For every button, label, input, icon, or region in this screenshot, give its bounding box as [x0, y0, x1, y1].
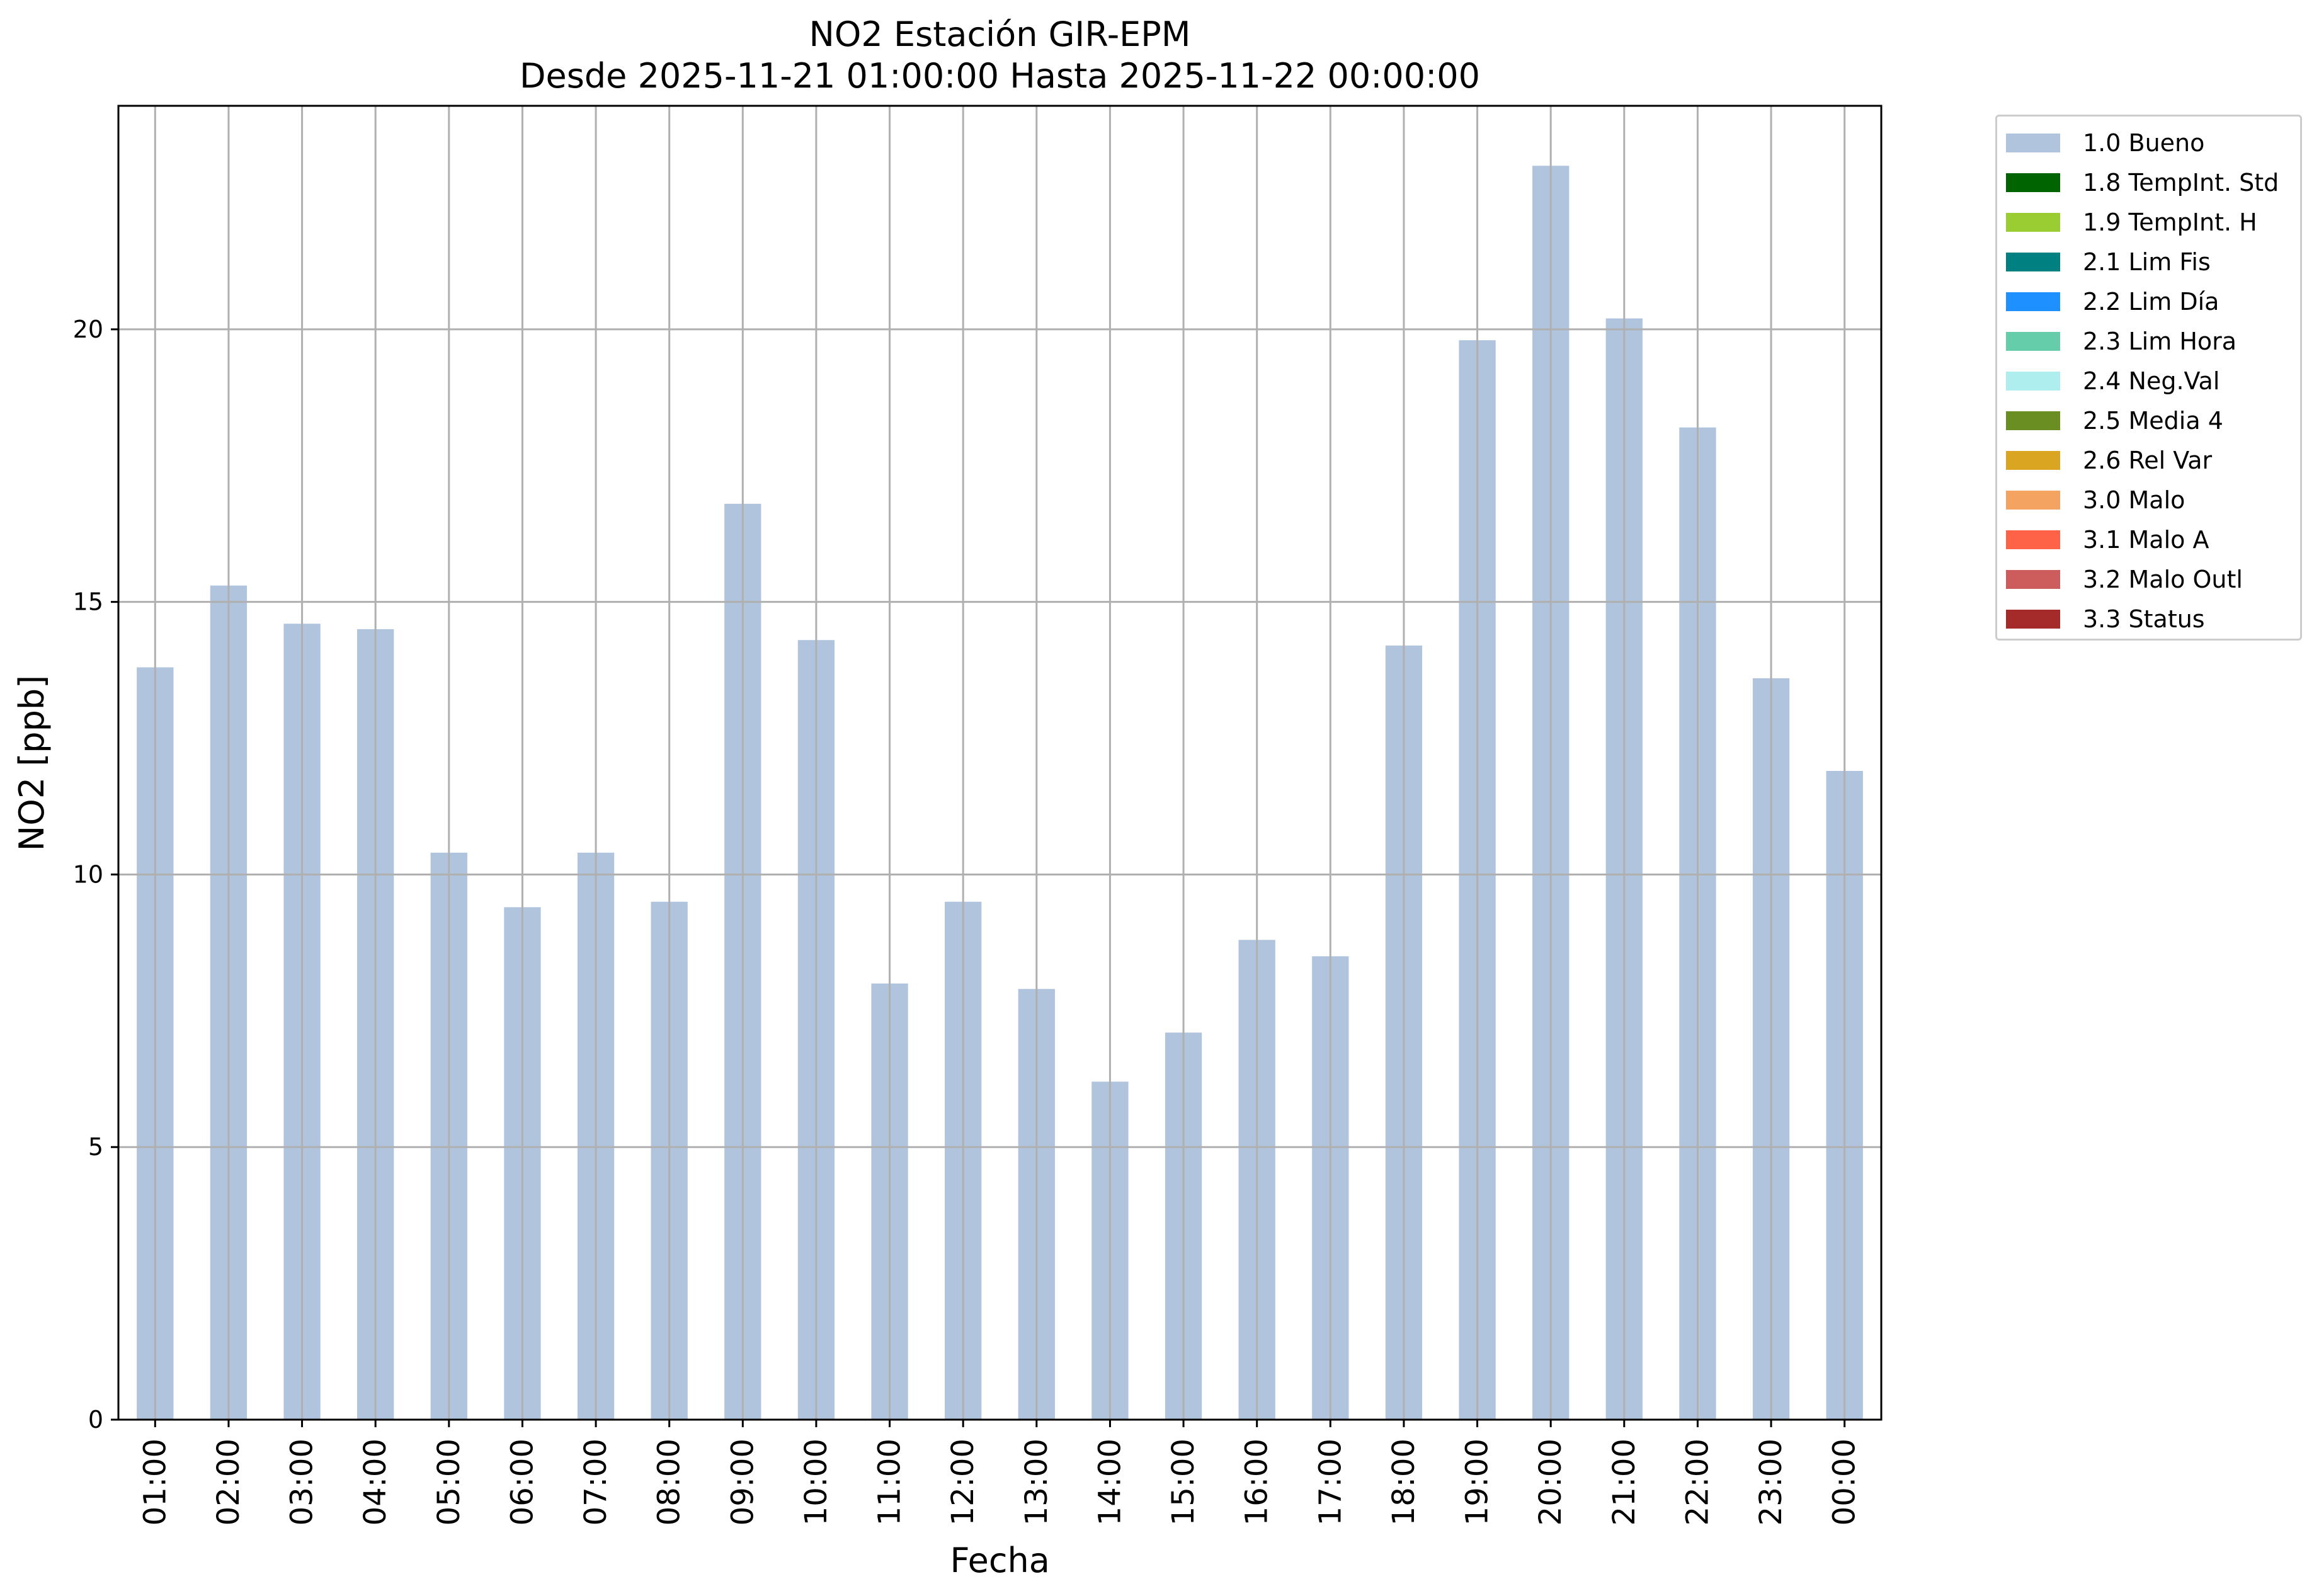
legend-swatch: [2006, 570, 2060, 589]
x-tick-label: 04:00: [358, 1439, 393, 1525]
x-tick-label: 00:00: [1827, 1439, 1862, 1525]
x-tick-label: 12:00: [945, 1439, 981, 1525]
legend-label: 3.2 Malo Outl: [2083, 566, 2243, 593]
chart-subtitle: Desde 2025-11-21 01:00:00 Hasta 2025-11-…: [519, 56, 1481, 96]
x-tick-label: 11:00: [872, 1439, 908, 1525]
legend-label: 2.3 Lim Hora: [2083, 328, 2237, 355]
x-tick-label: 05:00: [431, 1439, 467, 1525]
legend-swatch: [2006, 173, 2060, 192]
x-tick-label: 20:00: [1533, 1439, 1568, 1525]
legend-label: 2.6 Rel Var: [2083, 447, 2213, 474]
legend-label: 1.9 TempInt. H: [2083, 208, 2257, 236]
y-tick-label: 0: [88, 1406, 103, 1434]
legend-label: 2.5 Media 4: [2083, 407, 2223, 435]
legend-label: 3.0 Malo: [2083, 486, 2185, 514]
x-tick-label: 13:00: [1019, 1439, 1054, 1525]
legend-label: 2.1 Lim Fis: [2083, 248, 2211, 276]
x-tick-label: 17:00: [1313, 1439, 1348, 1525]
legend-swatch: [2006, 530, 2060, 549]
legend-label: 3.1 Malo A: [2083, 526, 2209, 554]
legend-swatch: [2006, 134, 2060, 152]
legend-item: 3.0 Malo: [2006, 481, 2185, 519]
x-tick-label: 14:00: [1092, 1439, 1127, 1525]
x-tick-label: 06:00: [504, 1439, 540, 1525]
chart-title: NO2 Estación GIR-EPM: [809, 14, 1191, 54]
legend-item: 1.0 Bueno: [2006, 124, 2204, 162]
x-tick-label: 22:00: [1680, 1439, 1715, 1525]
legend-item: 1.8 TempInt. Std: [2006, 164, 2279, 202]
legend-item: 2.2 Lim Día: [2006, 283, 2219, 321]
legend-label: 3.3 Status: [2083, 605, 2205, 633]
legend-label: 2.2 Lim Día: [2083, 288, 2219, 316]
legend-item: 1.9 TempInt. H: [2006, 203, 2257, 241]
x-tick-label: 08:00: [652, 1439, 687, 1525]
x-tick-label: 01:00: [137, 1439, 173, 1525]
x-tick-label: 18:00: [1386, 1439, 1422, 1525]
x-axis-label: Fecha: [950, 1541, 1050, 1580]
legend-swatch: [2006, 372, 2060, 390]
x-tick-label: 16:00: [1239, 1439, 1275, 1525]
x-tick-label: 07:00: [578, 1439, 613, 1525]
legend-label: 1.8 TempInt. Std: [2083, 169, 2279, 197]
legend-swatch: [2006, 253, 2060, 271]
y-tick-label: 5: [88, 1133, 103, 1161]
legend-item: 3.1 Malo A: [2006, 521, 2209, 559]
x-tick-label: 02:00: [211, 1439, 246, 1525]
y-axis-label: NO2 [ppb]: [11, 675, 52, 851]
legend-item: 2.5 Media 4: [2006, 402, 2223, 440]
legend-item: 2.3 Lim Hora: [2006, 322, 2236, 360]
legend-item: 3.3 Status: [2006, 600, 2205, 638]
legend-item: 2.6 Rel Var: [2006, 442, 2212, 479]
x-tick-label: 15:00: [1166, 1439, 1201, 1525]
legend-label: 2.4 Neg.Val: [2083, 367, 2220, 395]
plot-frame: [117, 105, 1883, 1421]
legend-swatch: [2006, 213, 2060, 232]
legend-item: 3.2 Malo Outl: [2006, 561, 2243, 598]
legend-swatch: [2006, 411, 2060, 430]
x-tick-label: 03:00: [285, 1439, 320, 1525]
legend-swatch: [2006, 332, 2060, 351]
legend-item: 2.1 Lim Fis: [2006, 243, 2211, 281]
legend-label: 1.0 Bueno: [2083, 129, 2205, 157]
legend-swatch: [2006, 610, 2060, 629]
legend-item: 2.4 Neg.Val: [2006, 362, 2219, 400]
legend-swatch: [2006, 451, 2060, 470]
x-tick-label: 23:00: [1753, 1439, 1789, 1525]
x-tick-label: 09:00: [725, 1439, 760, 1525]
y-tick-label: 15: [73, 588, 103, 616]
x-tick-label: 10:00: [799, 1439, 834, 1525]
y-tick-label: 20: [73, 316, 103, 343]
legend: 1.0 Bueno 1.8 TempInt. Std 1.9 TempInt. H 2…: [1995, 115, 2302, 641]
legend-swatch: [2006, 491, 2060, 510]
y-tick-label: 10: [73, 860, 103, 888]
x-tick-label: 19:00: [1460, 1439, 1495, 1525]
legend-swatch: [2006, 292, 2060, 311]
x-tick-label: 21:00: [1607, 1439, 1642, 1525]
